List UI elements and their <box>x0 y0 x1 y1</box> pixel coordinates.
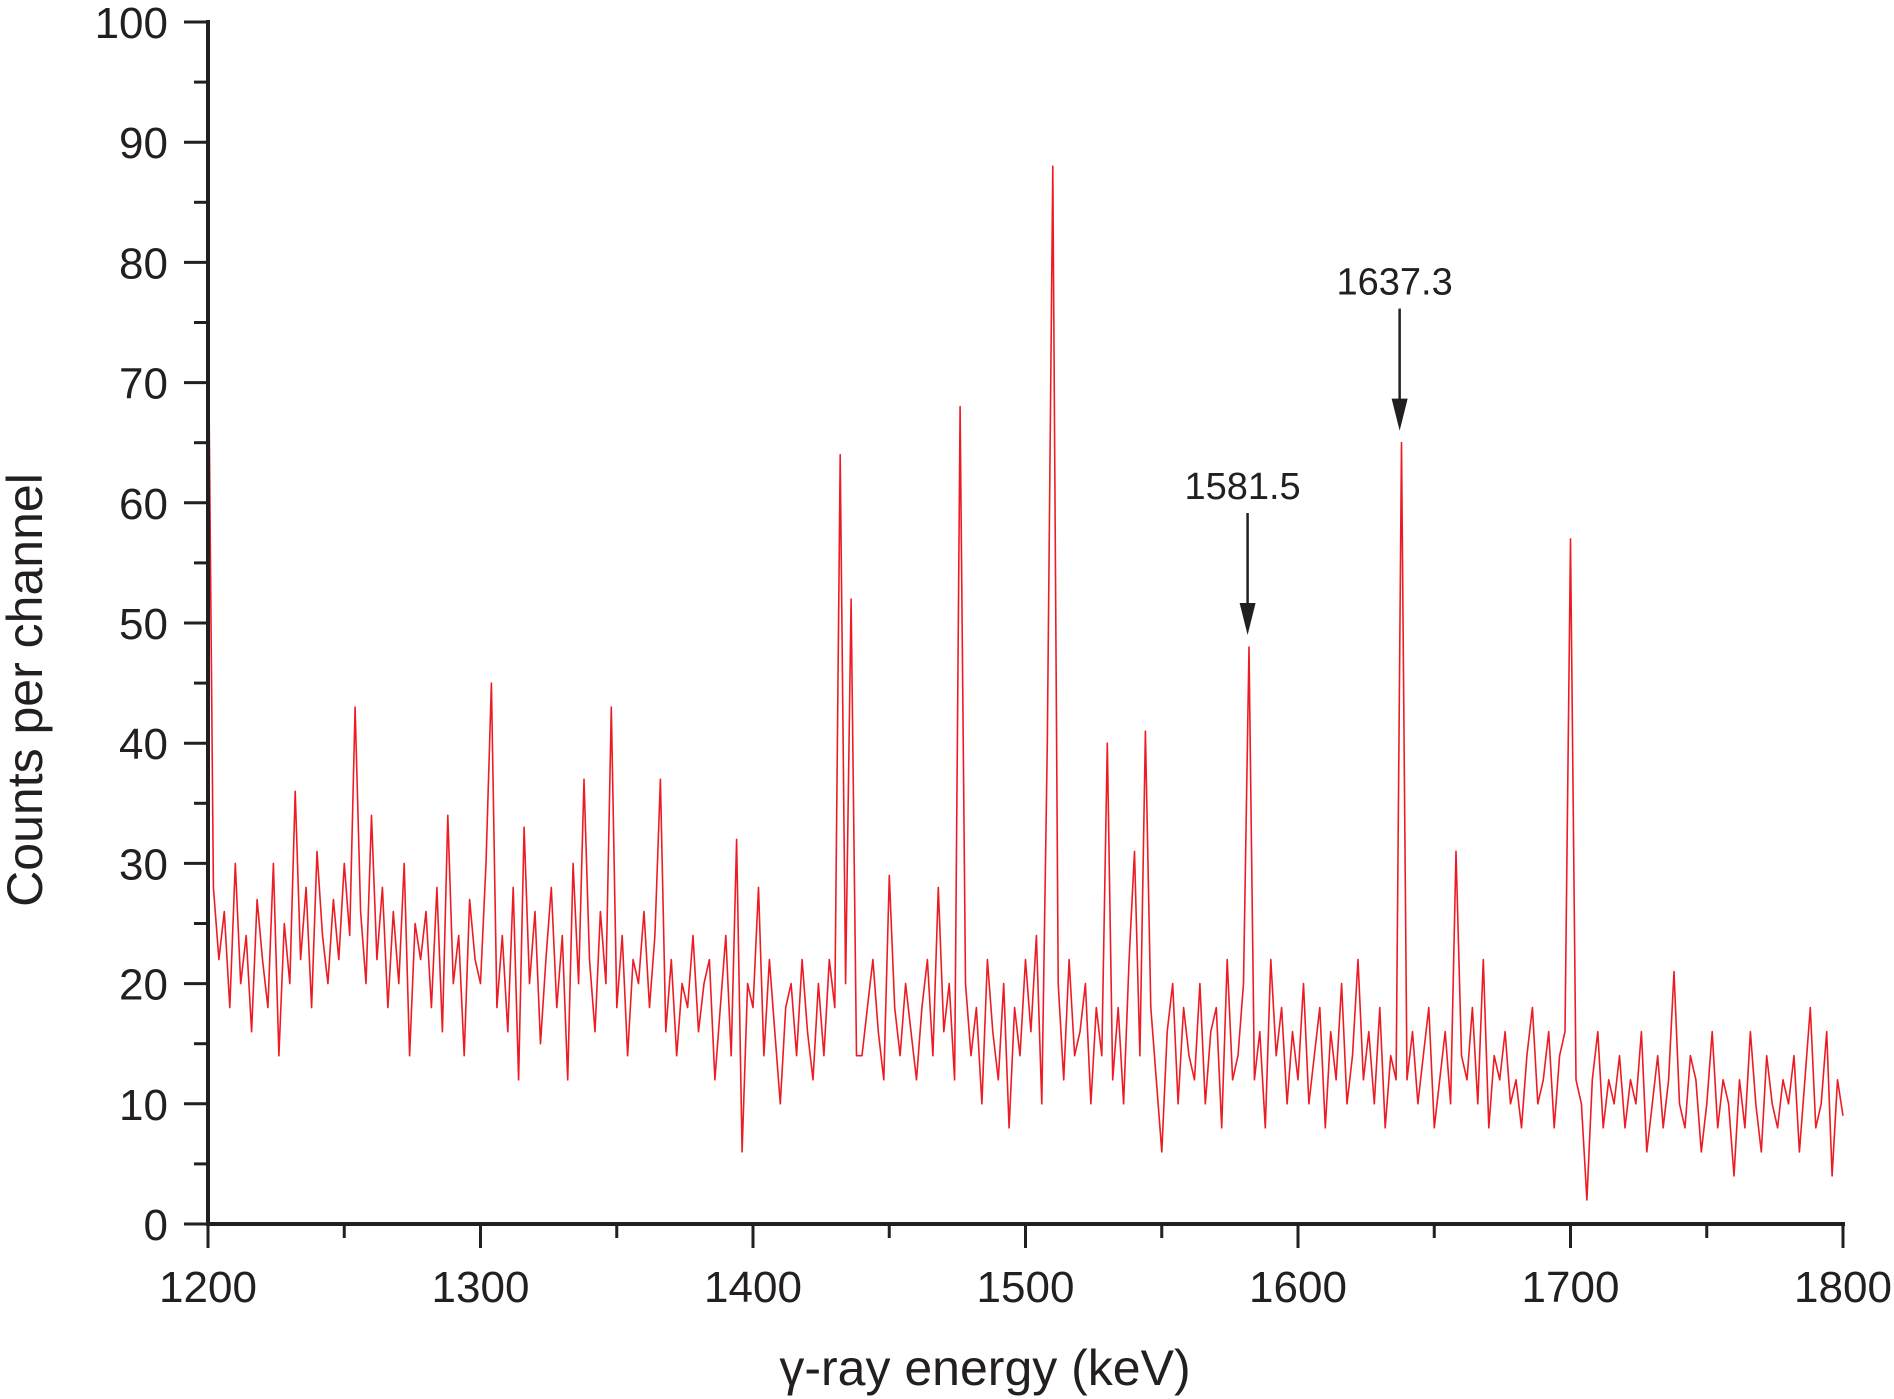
x-tick-label: 1800 <box>1794 1263 1892 1312</box>
y-tick-label: 70 <box>119 360 168 409</box>
peak-annotation-label: 1637.3 <box>1337 262 1453 304</box>
x-tick-label: 1700 <box>1522 1263 1620 1312</box>
x-tick-label: 1200 <box>159 1263 257 1312</box>
y-axis-label: Counts per channel <box>0 473 53 907</box>
x-tick-label: 1500 <box>977 1263 1075 1312</box>
x-tick-label: 1300 <box>432 1263 530 1312</box>
y-tick-label: 0 <box>144 1201 168 1250</box>
y-tick-label: 60 <box>119 480 168 529</box>
y-tick-label: 20 <box>119 961 168 1010</box>
peak-annotation-label: 1581.5 <box>1184 466 1300 508</box>
y-tick-label: 50 <box>119 600 168 649</box>
spectrum-series-line <box>207 165 1844 1201</box>
y-tick-label: 40 <box>119 720 168 769</box>
y-tick-label: 100 <box>95 0 168 48</box>
x-tick-label: 1400 <box>704 1263 802 1312</box>
y-tick-label: 90 <box>119 119 168 168</box>
y-tick-label: 30 <box>119 840 168 889</box>
y-tick-label: 10 <box>119 1081 168 1130</box>
x-axis-label: γ-ray energy (keV) <box>779 1340 1190 1396</box>
arrow-head-icon <box>1391 398 1408 431</box>
arrow-head-icon <box>1239 603 1256 636</box>
y-tick-label: 80 <box>119 239 168 288</box>
x-tick-label: 1600 <box>1249 1263 1347 1312</box>
